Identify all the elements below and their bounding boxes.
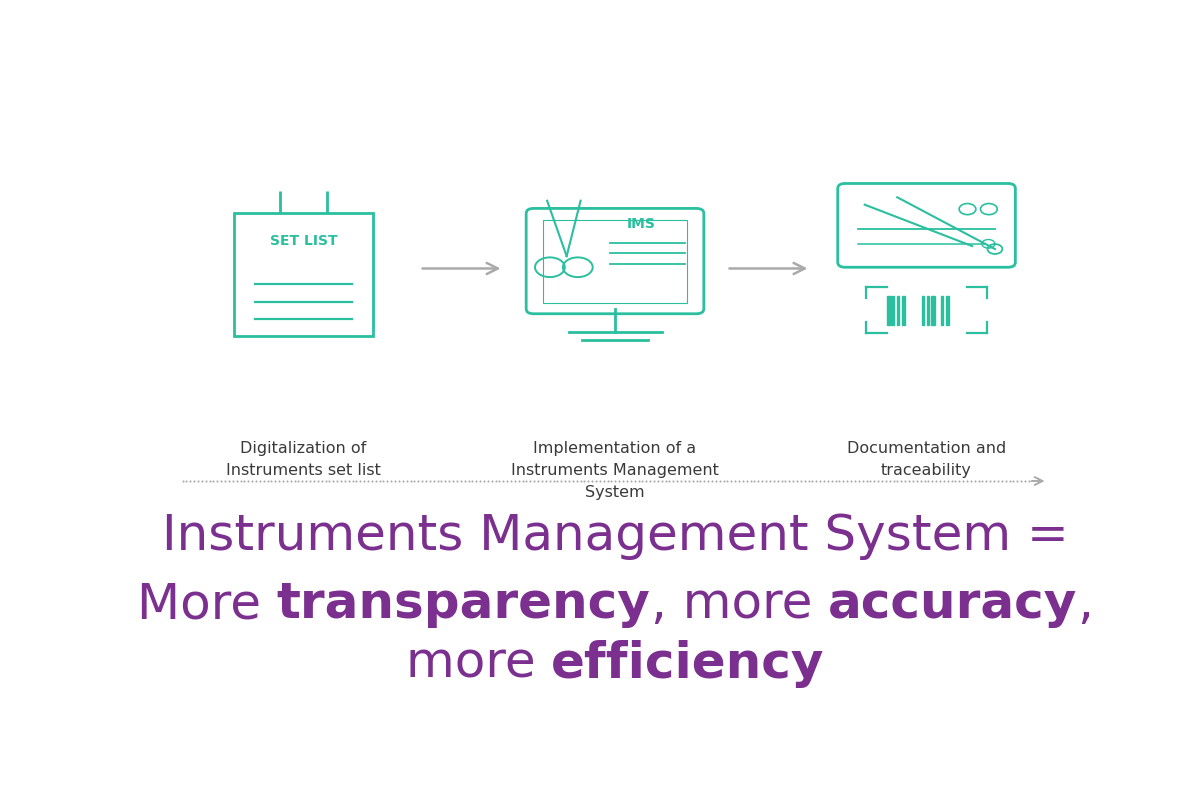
Text: SET LIST: SET LIST <box>270 234 337 248</box>
Text: IMS: IMS <box>626 217 655 231</box>
Text: Instruments Management System =: Instruments Management System = <box>162 513 1068 561</box>
Text: more: more <box>406 640 551 688</box>
Bar <box>931 296 935 325</box>
Bar <box>922 296 924 325</box>
Text: Digitalization of
Instruments set list: Digitalization of Instruments set list <box>226 441 380 478</box>
Text: efficiency: efficiency <box>551 640 824 688</box>
Text: Implementation of a
Instruments Management
System: Implementation of a Instruments Manageme… <box>511 441 719 500</box>
Text: accuracy: accuracy <box>828 580 1078 628</box>
Text: ,: , <box>1078 580 1093 628</box>
Text: transparency: transparency <box>277 580 650 628</box>
Bar <box>902 296 905 325</box>
Text: Documentation and
traceability: Documentation and traceability <box>847 441 1006 478</box>
Bar <box>898 296 899 325</box>
Text: More: More <box>137 580 277 628</box>
Bar <box>941 296 943 325</box>
Bar <box>887 296 890 325</box>
Text: , more: , more <box>650 580 828 628</box>
Bar <box>946 296 949 325</box>
Bar <box>926 296 929 325</box>
Bar <box>892 296 894 325</box>
